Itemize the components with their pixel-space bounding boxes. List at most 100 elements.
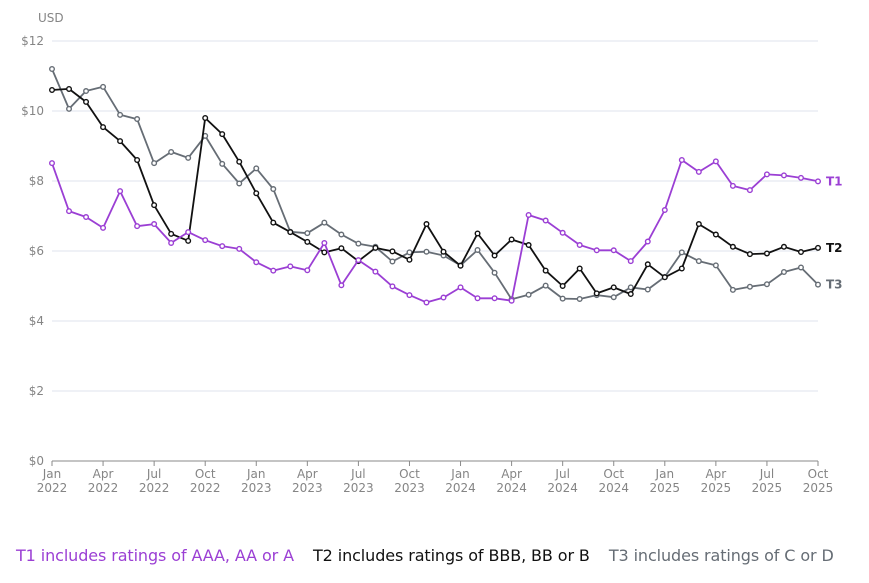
- legend: T1 includes ratings of AAA, AA or A T2 i…: [16, 546, 848, 565]
- gridlines: [52, 40, 818, 392]
- data-point: [83, 88, 90, 95]
- data-point: [440, 294, 447, 301]
- data-point: [321, 249, 328, 256]
- data-point: [627, 291, 634, 298]
- data-point: [355, 240, 362, 247]
- x-tick-label-year: 2025: [650, 481, 681, 495]
- data-point: [797, 249, 804, 256]
- data-point: [253, 190, 260, 197]
- data-point: [695, 221, 702, 228]
- data-point: [780, 172, 787, 179]
- x-tick-label: Jan: [246, 467, 266, 481]
- data-point: [729, 243, 736, 250]
- data-point: [542, 282, 549, 289]
- data-point: [661, 207, 668, 214]
- data-point: [219, 131, 226, 138]
- data-point: [185, 154, 192, 161]
- x-tick-label: Apr: [501, 467, 522, 481]
- data-point: [219, 243, 226, 250]
- y-tick-label: $2: [29, 384, 44, 398]
- data-point: [270, 219, 277, 226]
- data-point: [83, 214, 90, 221]
- data-point: [253, 165, 260, 172]
- series-t3: [49, 65, 822, 303]
- data-point: [576, 295, 583, 302]
- x-tick-label-year: 2023: [343, 481, 374, 495]
- x-tick-label: Oct: [399, 467, 420, 481]
- data-point: [49, 160, 56, 167]
- data-point: [457, 284, 464, 291]
- data-point: [49, 65, 56, 72]
- y-tick-label: $10: [21, 104, 44, 118]
- data-point: [151, 221, 158, 228]
- data-point: [661, 274, 668, 281]
- data-point: [678, 265, 685, 272]
- data-point: [287, 263, 294, 270]
- data-point: [729, 182, 736, 189]
- data-point: [117, 111, 124, 118]
- x-tick-label-year: 2022: [139, 481, 170, 495]
- x-tick-label: Jan: [42, 467, 62, 481]
- series-label-t2: T2: [826, 241, 843, 255]
- data-point: [678, 249, 685, 256]
- data-point: [763, 171, 770, 178]
- data-point: [185, 237, 192, 244]
- data-point: [49, 86, 56, 93]
- legend-item-t2: T2 includes ratings of BBB, BB or B: [312, 546, 590, 565]
- x-tick-label-year: 2024: [496, 481, 527, 495]
- data-point: [763, 250, 770, 257]
- data-point: [423, 248, 430, 255]
- series-line: [51, 159, 819, 304]
- data-point: [304, 238, 311, 245]
- data-point: [372, 268, 379, 275]
- y-tick-label: $4: [29, 314, 44, 328]
- data-point: [168, 239, 175, 246]
- data-point: [610, 294, 617, 301]
- data-point: [389, 248, 396, 255]
- data-point: [644, 238, 651, 245]
- y-tick-label: $6: [29, 244, 44, 258]
- x-axis: Jan2022Apr2022Jul2022Oct2022Jan2023Apr20…: [37, 460, 833, 495]
- x-tick-label: Jul: [759, 467, 774, 481]
- data-point: [202, 237, 209, 244]
- data-point: [117, 188, 124, 195]
- x-tick-label-year: 2022: [190, 481, 221, 495]
- data-point: [712, 231, 719, 238]
- data-point: [508, 297, 515, 304]
- data-point: [678, 156, 685, 163]
- data-point: [219, 160, 226, 167]
- data-point: [712, 158, 719, 165]
- data-point: [168, 230, 175, 237]
- data-point: [236, 245, 243, 252]
- x-tick-label: Jan: [450, 467, 470, 481]
- data-point: [508, 236, 515, 243]
- data-point: [236, 158, 243, 165]
- data-point: [797, 174, 804, 181]
- data-point: [66, 208, 73, 215]
- data-point: [780, 269, 787, 276]
- series-end-labels: T3 T2 T1: [826, 174, 843, 291]
- data-point: [763, 281, 770, 288]
- series-line: [51, 88, 819, 296]
- data-point: [83, 98, 90, 105]
- data-point: [372, 244, 379, 251]
- data-point: [100, 83, 107, 90]
- data-point: [423, 299, 430, 306]
- data-point: [338, 231, 345, 238]
- data-point: [712, 262, 719, 269]
- x-tick-label-year: 2022: [88, 481, 119, 495]
- data-point: [270, 186, 277, 193]
- data-point: [338, 245, 345, 252]
- series-label-t1: T1: [826, 174, 843, 188]
- x-tick-label-year: 2023: [292, 481, 323, 495]
- x-tick-label-year: 2024: [598, 481, 629, 495]
- x-tick-label: Apr: [93, 467, 114, 481]
- x-tick-label: Apr: [705, 467, 726, 481]
- line-chart: USD $0$2$4$6$8$10$12 Jan2022Apr2022Jul20…: [21, 11, 843, 495]
- data-point: [406, 256, 413, 263]
- data-point: [406, 292, 413, 299]
- data-point: [474, 230, 481, 237]
- data-point: [815, 281, 822, 288]
- legend-item-t3: T3 includes ratings of C or D: [608, 546, 834, 565]
- data-point: [627, 284, 634, 291]
